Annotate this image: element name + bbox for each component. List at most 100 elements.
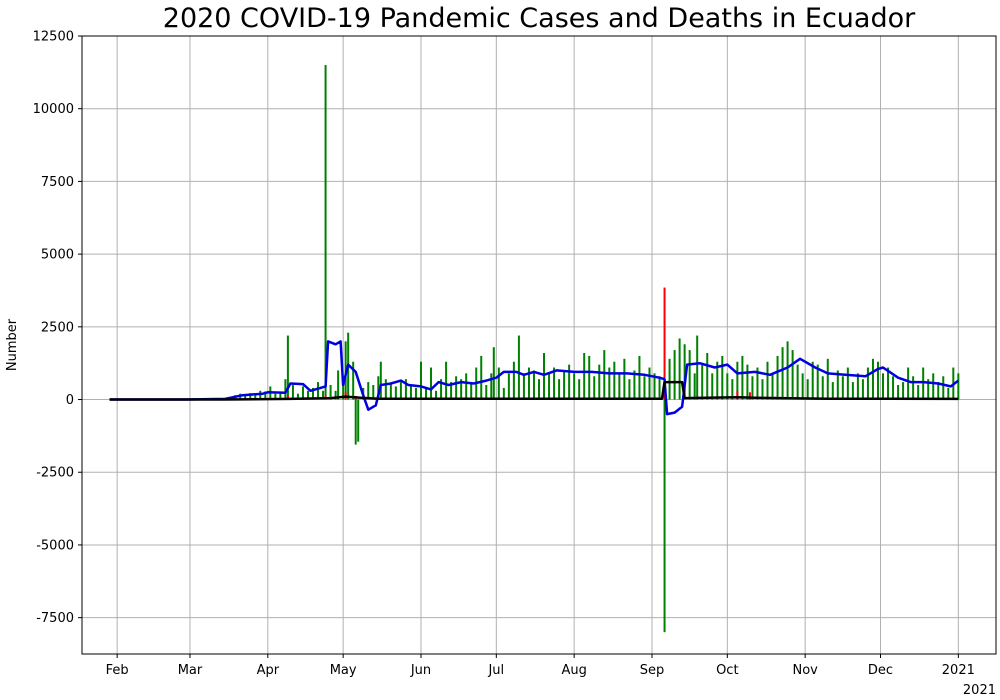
blue-line <box>109 340 960 416</box>
green-bar <box>618 373 621 400</box>
green-bar <box>608 367 611 400</box>
green-bar <box>522 373 525 400</box>
green-bar <box>425 387 428 400</box>
green-bar <box>851 382 854 400</box>
green-bar <box>372 384 375 400</box>
green-bar <box>866 367 869 400</box>
green-bar <box>701 364 704 400</box>
green-bar <box>736 361 739 400</box>
green-bar <box>563 370 566 400</box>
green-bar <box>902 382 905 400</box>
green-bar <box>658 376 661 400</box>
green-bar <box>751 376 754 400</box>
green-bar <box>831 382 834 400</box>
green-bar <box>696 335 699 400</box>
green-bar <box>871 358 874 400</box>
green-bar <box>354 399 357 445</box>
x-tick-label: Sep <box>640 663 665 678</box>
green-bar <box>598 364 601 400</box>
green-bar <box>721 355 724 400</box>
y-tick-label: 5000 <box>41 248 74 263</box>
green-bar <box>786 341 789 400</box>
green-bar <box>460 379 463 400</box>
green-bar <box>716 361 719 400</box>
green-bar <box>937 382 940 400</box>
green-bar <box>532 370 535 400</box>
green-bar <box>756 367 759 400</box>
green-bar <box>404 379 407 400</box>
green-bar <box>527 367 530 400</box>
green-bar <box>706 352 709 400</box>
red-bar-series <box>286 287 905 400</box>
red-bar <box>736 390 739 400</box>
green-bar <box>279 392 282 400</box>
green-bar <box>312 387 315 400</box>
green-bar <box>588 355 591 400</box>
green-bar <box>633 370 636 400</box>
green-bar <box>861 379 864 400</box>
red-bar <box>286 395 289 400</box>
green-bar <box>301 386 304 400</box>
green-bar <box>821 376 824 400</box>
green-bar <box>907 367 910 400</box>
grid-layer <box>82 35 996 654</box>
green-bar <box>284 379 287 400</box>
green-bar <box>781 347 784 400</box>
green-bar <box>558 379 561 400</box>
green-bar <box>492 347 495 400</box>
y-tick-label: -5000 <box>36 538 74 553</box>
green-bar <box>663 399 666 633</box>
green-bar <box>329 384 332 400</box>
green-bar <box>384 379 387 400</box>
green-bar <box>291 384 294 400</box>
green-bar <box>445 361 448 400</box>
green-bar <box>455 376 458 400</box>
green-bar <box>836 370 839 400</box>
green-bar <box>741 355 744 400</box>
green-bar <box>876 361 879 400</box>
green-bar <box>342 382 345 400</box>
green-bar <box>419 361 422 400</box>
green-bar <box>497 367 500 400</box>
green-bar <box>811 361 814 400</box>
green-bar <box>927 379 930 400</box>
green-bar <box>274 393 277 400</box>
red-bar <box>748 392 751 400</box>
green-bar <box>377 376 380 400</box>
green-bar <box>771 373 774 400</box>
green-bar <box>450 382 453 400</box>
green-bar <box>578 379 581 400</box>
green-bar <box>548 373 551 400</box>
green-bar <box>490 373 493 400</box>
x-tick-label: Mar <box>178 663 203 678</box>
x-tick-label: May <box>330 663 357 678</box>
green-bar <box>766 361 769 400</box>
x-tick-label: Feb <box>106 663 129 678</box>
green-bar <box>932 373 935 400</box>
green-bar <box>897 384 900 400</box>
green-bar <box>244 394 247 400</box>
green-bar <box>731 379 734 400</box>
green-bar <box>480 355 483 400</box>
green-bar <box>502 387 505 400</box>
black-line <box>109 380 959 401</box>
green-bar <box>643 376 646 400</box>
y-axis-label: Number <box>5 318 20 371</box>
green-bar <box>603 350 606 400</box>
green-bar <box>746 364 749 400</box>
x-tick-label: Apr <box>257 663 280 678</box>
green-bar <box>389 383 392 400</box>
green-bar <box>543 352 546 400</box>
green-bar <box>357 399 360 442</box>
green-bar <box>776 355 779 400</box>
green-bar <box>912 376 915 400</box>
y-tick-label: 7500 <box>41 175 74 190</box>
green-bar <box>628 379 631 400</box>
green-bar <box>623 358 626 400</box>
green-bar-series <box>224 65 960 633</box>
red-bar <box>663 287 666 400</box>
green-bar <box>846 367 849 400</box>
green-bar <box>435 390 438 400</box>
green-bar <box>957 373 960 400</box>
